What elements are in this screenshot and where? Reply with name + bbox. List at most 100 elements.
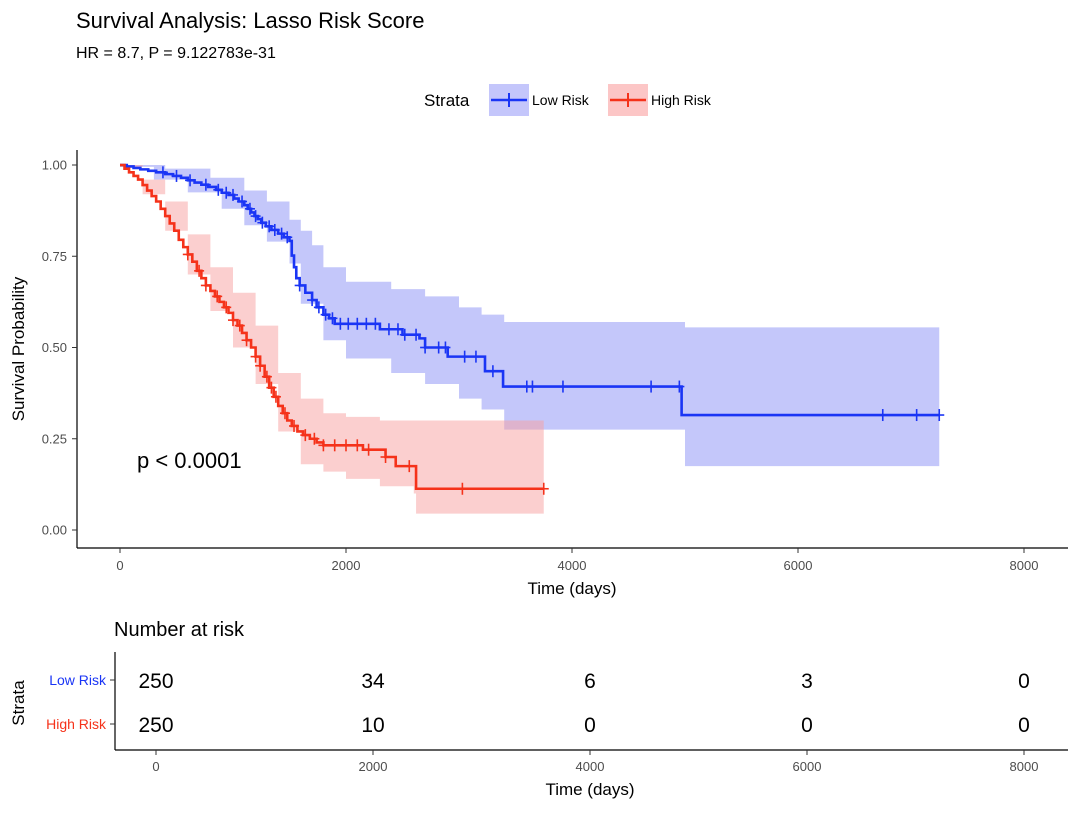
censor-mark-low-risk — [237, 195, 248, 208]
censor-mark-high-risk — [352, 439, 363, 452]
risk-x-tick-label: 8000 — [1010, 759, 1039, 774]
x-tick-label: 8000 — [1010, 558, 1039, 573]
risk-cell-high-risk: 0 — [584, 714, 596, 737]
censor-mark-low-risk — [646, 380, 657, 393]
censor-mark-low-risk — [343, 317, 354, 330]
censor-mark-low-risk — [228, 188, 238, 201]
censor-mark-high-risk — [270, 390, 281, 403]
x-ticks: 0 2000 4000 6000 8000 — [116, 548, 1038, 573]
ci-band-high-risk — [120, 165, 544, 514]
censor-mark-high-risk — [279, 407, 290, 420]
censor-mark-low-risk — [487, 365, 498, 378]
censor-mark-high-risk — [194, 264, 205, 277]
censor-mark-high-risk — [457, 482, 468, 495]
risk-cell-high-risk: 250 — [138, 714, 173, 737]
y-tick-label: 0.00 — [42, 523, 67, 538]
risk-table-y-label: Strata — [9, 680, 28, 726]
censor-mark-low-risk — [877, 409, 888, 422]
censor-mark-low-risk — [157, 166, 168, 179]
censor-mark-low-risk — [307, 294, 318, 307]
censor-mark-low-risk — [244, 202, 255, 215]
risk-table-x-label: Time (days) — [545, 780, 634, 799]
legend-label-low-risk: Low Risk — [532, 92, 590, 108]
y-tick-label: 0.75 — [42, 249, 67, 264]
censor-mark-low-risk — [320, 308, 331, 321]
risk-cell-low-risk: 250 — [138, 670, 173, 693]
censor-mark-low-risk — [171, 169, 182, 182]
censor-mark-high-risk — [221, 301, 232, 314]
censor-mark-high-risk — [255, 359, 266, 372]
censor-mark-low-risk — [420, 341, 431, 354]
risk-cell-low-risk: 34 — [361, 670, 385, 693]
censor-mark-low-risk — [264, 220, 275, 233]
censor-mark-high-risk — [341, 439, 351, 452]
censor-mark-low-risk — [276, 227, 287, 240]
censor-mark-low-risk — [459, 350, 470, 363]
censor-mark-low-risk — [934, 409, 945, 422]
risk-row-label-low-risk: Low Risk — [49, 672, 107, 688]
censor-mark-high-risk — [329, 439, 340, 452]
censor-mark-low-risk — [257, 216, 268, 229]
censor-mark-low-risk — [327, 312, 338, 325]
risk-cell-high-risk: 10 — [361, 714, 384, 737]
legend-title: Strata — [424, 91, 470, 110]
censor-mark-low-risk — [250, 210, 261, 223]
censor-mark-low-risk — [392, 323, 403, 336]
censor-mark-low-risk — [352, 317, 363, 330]
censor-mark-high-risk — [538, 482, 549, 495]
censor-mark-high-risk — [300, 429, 311, 442]
censor-mark-low-risk — [294, 279, 305, 292]
censor-mark-low-risk — [185, 174, 196, 187]
censor-mark-low-risk — [674, 380, 685, 393]
censor-mark-low-risk — [557, 380, 568, 393]
risk-cell-low-risk: 6 — [584, 670, 596, 693]
censor-mark-low-risk — [361, 317, 372, 330]
censor-mark-low-risk — [440, 341, 451, 354]
censor-mark-high-risk — [182, 248, 193, 261]
censor-mark-high-risk — [234, 319, 245, 332]
censor-mark-low-risk — [221, 186, 232, 199]
censor-mark-low-risk — [200, 178, 211, 191]
censor-mark-high-risk — [309, 432, 320, 445]
x-axis-label: Time (days) — [527, 579, 616, 598]
censor-mark-high-risk — [261, 370, 272, 383]
p-value-annotation: p < 0.0001 — [137, 448, 242, 473]
censor-mark-high-risk — [228, 314, 238, 327]
x-tick-label: 2000 — [332, 558, 361, 573]
risk-row-label-high-risk: High Risk — [46, 716, 107, 732]
risk-x-tick-label: 4000 — [576, 759, 605, 774]
censor-mark-high-risk — [200, 279, 211, 292]
ci-band-low-risk — [120, 165, 940, 467]
censor-mark-high-risk — [212, 290, 223, 303]
censor-mark-low-risk — [411, 328, 422, 341]
risk-table-title: Number at risk — [114, 619, 245, 641]
legend-key-low-risk — [489, 84, 529, 116]
censor-mark-low-risk — [213, 183, 224, 196]
y-axis-label: Survival Probability — [9, 276, 28, 421]
censor-mark-high-risk — [289, 419, 300, 432]
risk-cell-high-risk: 0 — [1018, 714, 1030, 737]
legend-key-high-risk — [608, 84, 648, 116]
censor-mark-low-risk — [269, 223, 280, 236]
censor-mark-high-risk — [404, 460, 415, 473]
censor-mark-low-risk — [383, 323, 394, 336]
x-tick-label: 0 — [116, 558, 123, 573]
censor-mark-low-risk — [470, 350, 481, 363]
censor-mark-low-risk — [370, 317, 381, 330]
risk-cell-low-risk: 3 — [801, 670, 813, 693]
survival-curve-high-risk — [120, 163, 544, 491]
censor-mark-high-risk — [241, 334, 252, 347]
risk-x-tick-label: 0 — [152, 759, 159, 774]
y-ticks: 0.00 0.25 0.50 0.75 1.00 — [42, 158, 77, 538]
risk-cell-low-risk: 0 — [1018, 670, 1030, 693]
censor-marks — [157, 166, 945, 495]
censor-mark-high-risk — [250, 350, 261, 363]
risk-x-tick-label: 2000 — [359, 759, 388, 774]
censor-mark-low-risk — [313, 301, 324, 314]
y-tick-label: 1.00 — [42, 158, 67, 173]
y-tick-label: 0.50 — [42, 340, 67, 355]
legend-label-high-risk: High Risk — [651, 92, 712, 108]
x-tick-label: 4000 — [558, 558, 587, 573]
censor-mark-low-risk — [399, 328, 410, 341]
